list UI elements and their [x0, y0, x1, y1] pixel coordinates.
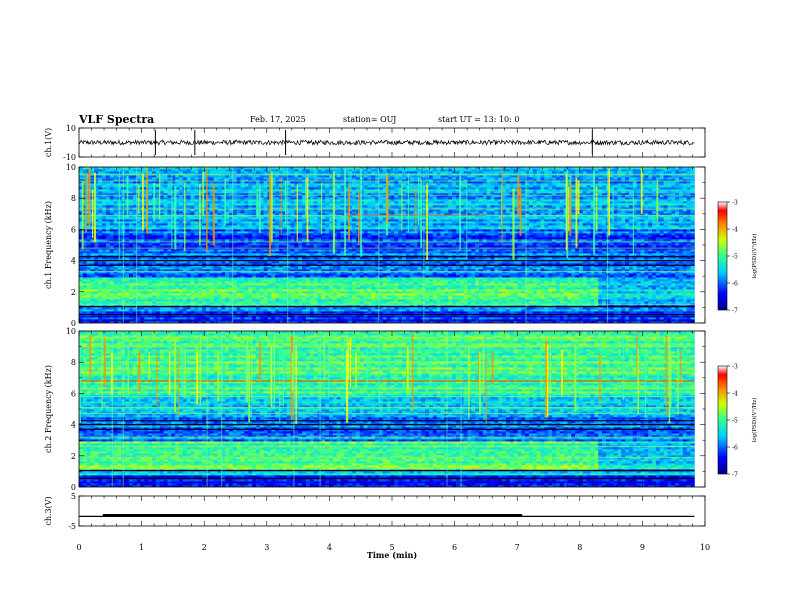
ch1-spectrogram-ytick: 4: [71, 257, 76, 266]
station-label: station= OUJ: [343, 115, 396, 124]
x-tick-label: 6: [452, 543, 457, 552]
x-tick-label: 1: [139, 543, 144, 552]
ch2-spectrogram-colorbar-tick: -4: [732, 391, 738, 398]
ch2-spectrogram-ytick: 10: [66, 327, 76, 336]
start-time-label: start UT = 13: 10: 0: [438, 115, 519, 124]
ch2-spectrogram-ylabel: ch.2 Frequency (kHz): [44, 365, 53, 453]
ch1-spectrogram-colorbar-tick: -6: [732, 281, 738, 288]
x-tick-label: 7: [515, 543, 520, 552]
ch1-spectrogram-colorbar: [717, 201, 728, 311]
ch2-spectrogram-image: [79, 331, 695, 487]
date-label: Feb. 17, 2025: [250, 115, 306, 124]
x-tick-label: 10: [700, 543, 710, 552]
ch2-spectrogram-colorbar-tick: -7: [732, 472, 738, 479]
x-tick-label: 2: [202, 543, 207, 552]
ch1-waveform-ylabel: ch.1(V): [44, 128, 53, 157]
ch3-voltage-ytick: -5: [68, 522, 76, 531]
ch3-voltage-ytick: 5: [71, 492, 76, 501]
ch1-spectrogram-ylabel: ch.1 Frequency (kHz): [44, 201, 53, 289]
ch3-voltage-ylabel: ch.3(V): [44, 496, 53, 525]
ch1-waveform-ytick: 10: [66, 124, 76, 133]
ch2-spectrogram-ytick: 0: [71, 483, 76, 492]
ch2-spectrogram-colorbar: [717, 365, 728, 475]
ch1-spectrogram-image: [79, 167, 695, 323]
ch1-waveform-ytick: -10: [63, 153, 76, 162]
ch1-spectrogram-colorbar-tick: -4: [732, 227, 738, 234]
x-tick-label: 5: [389, 543, 394, 552]
x-tick-label: 8: [577, 543, 582, 552]
x-tick-label: 4: [327, 543, 332, 552]
ch1-waveform-trace: [78, 139, 695, 147]
ch1-spectrogram-ytick: 0: [71, 319, 76, 328]
ch1-spectrogram-ytick: 8: [71, 194, 76, 203]
ch1-spectrogram-colorbar-tick: -7: [732, 308, 738, 315]
ch1-spectrogram-colorbar-tick: -3: [732, 200, 738, 207]
ch2-spectrogram-colorbar-tick: -6: [732, 445, 738, 452]
ch2-spectrogram-colorbar-label: log(PSD)(V²/Hz): [751, 398, 758, 443]
ch2-spectrogram-colorbar-tick: -3: [732, 364, 738, 371]
x-tick-label: 9: [640, 543, 645, 552]
ch1-spectrogram-ytick: 6: [71, 225, 76, 234]
x-tick-label: 3: [264, 543, 269, 552]
ch2-spectrogram-ytick: 2: [71, 452, 76, 461]
figure-title: VLF Spectra: [79, 113, 154, 126]
ch2-spectrogram-ytick: 4: [71, 421, 76, 430]
x-tick-label: 0: [76, 543, 81, 552]
ch2-spectrogram-ytick: 8: [71, 358, 76, 367]
x-axis-label: Time (min): [367, 550, 417, 560]
ch1-spectrogram-ytick: 10: [66, 163, 76, 172]
ch1-spectrogram-colorbar-tick: -5: [732, 254, 738, 261]
ch2-spectrogram-colorbar-tick: -5: [732, 418, 738, 425]
ch1-spectrogram-colorbar-label: log(PSD)(V²/Hz): [751, 234, 758, 279]
ch2-spectrogram-ytick: 6: [71, 389, 76, 398]
ch1-spectrogram-ytick: 2: [71, 288, 76, 297]
